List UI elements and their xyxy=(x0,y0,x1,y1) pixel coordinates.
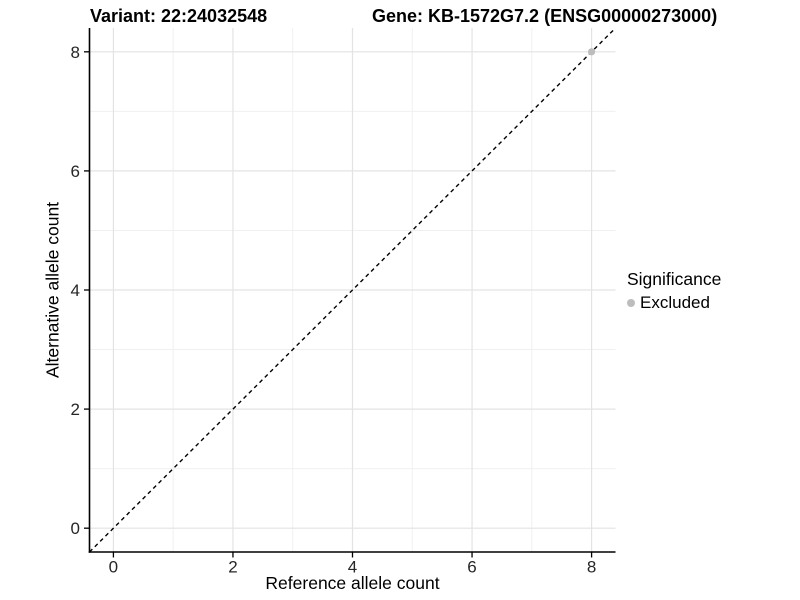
x-axis-title: Reference allele count xyxy=(265,573,440,593)
legend-title: Significance xyxy=(627,269,722,289)
y-tick-label: 2 xyxy=(71,400,80,419)
y-tick-label: 6 xyxy=(71,162,80,181)
legend: Significance Excluded xyxy=(627,269,721,313)
legend-item-label: Excluded xyxy=(640,293,710,312)
data-point xyxy=(587,48,596,56)
x-tick-label: 8 xyxy=(587,558,596,577)
y-tick-label: 8 xyxy=(71,43,80,62)
x-tick-label: 6 xyxy=(467,558,476,577)
x-tick-label: 4 xyxy=(348,558,357,577)
y-axis-title: Alternative allele count xyxy=(42,201,63,379)
x-tick-label: 0 xyxy=(109,558,118,577)
gene-title: Gene: KB-1572G7.2 (ENSG00000273000) xyxy=(372,6,718,26)
y-tick-label: 0 xyxy=(71,519,80,538)
legend-item-excluded: Excluded xyxy=(627,293,721,313)
x-tick-label: 2 xyxy=(228,558,237,577)
excluded-point-icon xyxy=(627,299,635,307)
y-tick-label: 4 xyxy=(71,281,80,300)
variant-title: Variant: 22:24032548 xyxy=(90,6,268,26)
identity-reference-line xyxy=(89,27,616,553)
